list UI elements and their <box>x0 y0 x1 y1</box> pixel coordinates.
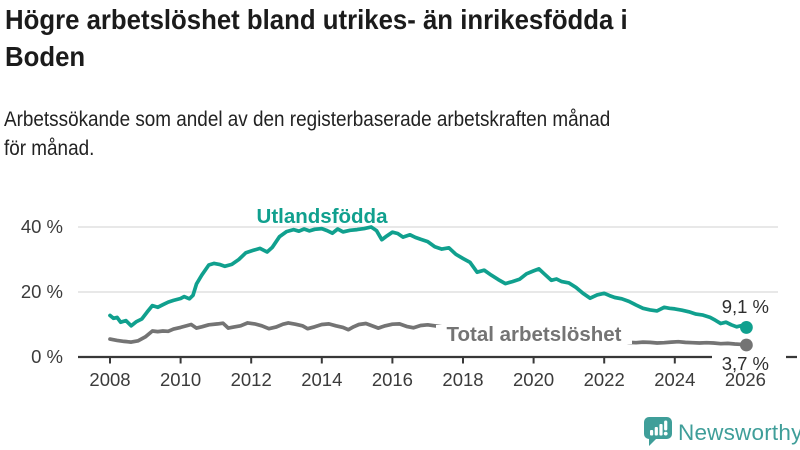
x-axis-label-2022: 2022 <box>584 369 625 390</box>
series-line-utlandsfodda <box>108 225 748 330</box>
x-axis-label-2008: 2008 <box>89 369 130 390</box>
text-line: Boden <box>5 41 86 72</box>
end-dot-total-arbetsloshet <box>740 338 753 352</box>
x-axis-label-2010: 2010 <box>160 369 201 390</box>
exclamation-stem <box>664 420 668 431</box>
series-label-backing-utlandsfodda <box>249 202 396 225</box>
text-line: för månad. <box>4 137 95 160</box>
bar-small <box>650 430 654 436</box>
series-label-backing-total-arbetsloshet <box>436 325 632 344</box>
end-value-label-utlandsfodda: 9,1 % <box>722 296 769 317</box>
x-axis-label-2026: 2026 <box>725 369 766 390</box>
x-axis-label-2018: 2018 <box>442 369 483 390</box>
x-axis-label-2024: 2024 <box>654 369 695 390</box>
page-title: Högre arbetslöshet bland utrikes- än inr… <box>5 1 628 75</box>
series-line-total-arbetsloshet <box>108 321 748 347</box>
y-axis-label-0: 0 % <box>31 346 63 367</box>
brand-text: Newsworthy <box>678 420 800 445</box>
page-subtitle: Arbetssökande som andel av den registerb… <box>4 105 610 163</box>
text-line: Högre arbetslöshet bland utrikes- än inr… <box>5 4 628 35</box>
speech-bubble-shape <box>644 417 672 446</box>
end-dot-utlandsfodda <box>740 321 753 334</box>
bar-tall <box>659 424 663 436</box>
x-axis-label-2014: 2014 <box>301 369 342 390</box>
newsworthy-chart-bubble-icon <box>644 417 672 446</box>
text-line: Arbetssökande som andel av den registerb… <box>4 108 611 131</box>
series-label-utlandsfodda: Utlandsfödda <box>257 205 389 228</box>
x-axis-label-2016: 2016 <box>372 369 413 390</box>
unemployment-line-chart: 2008 2010 2012 2014 2016 2018 2020 2022 2024 2026… <box>20 202 797 390</box>
end-value-label-total-arbetsloshet: 3,7 % <box>722 353 769 374</box>
y-axis-label-40: 40 % <box>21 216 63 237</box>
newsworthy-logo: Newsworthy <box>644 417 800 446</box>
exclamation-dot <box>663 431 668 436</box>
y-axis-label-20: 20 % <box>21 281 63 302</box>
bar-medium <box>654 427 658 436</box>
series-label-total-arbetsloshet: Total arbetslöshet <box>446 323 621 346</box>
x-axis-label-2012: 2012 <box>231 369 272 390</box>
end-label-backing-total-arbetsloshet <box>712 350 786 370</box>
x-axis-label-2020: 2020 <box>513 369 554 390</box>
